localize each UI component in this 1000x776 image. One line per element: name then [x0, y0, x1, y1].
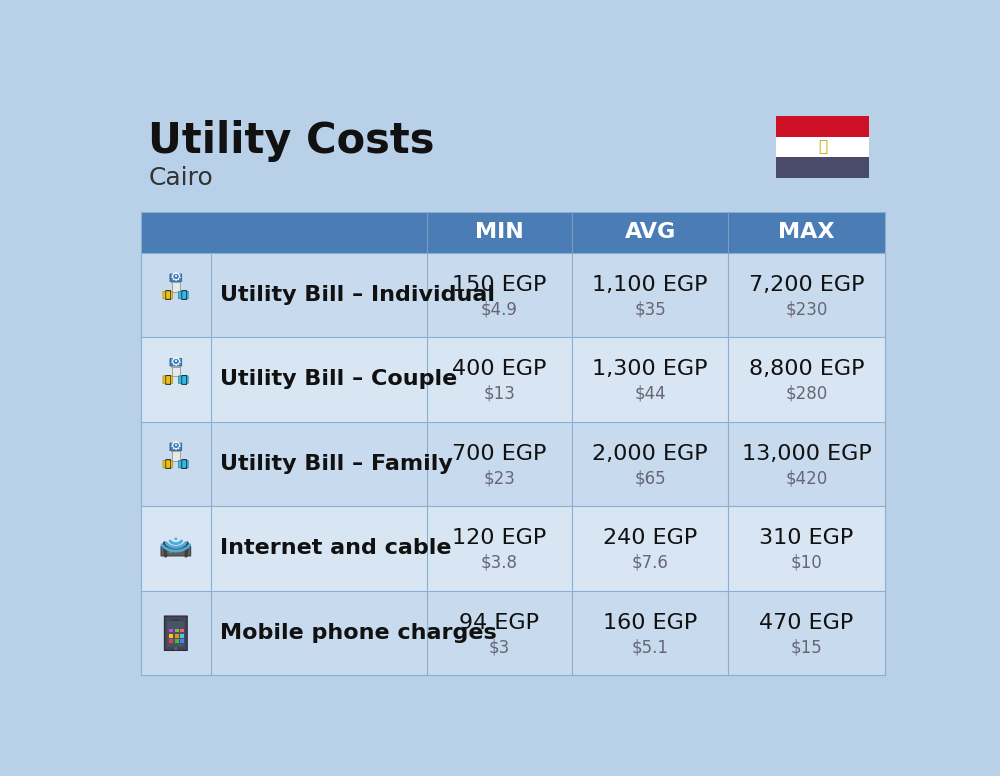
- Circle shape: [174, 538, 177, 540]
- Circle shape: [169, 550, 172, 553]
- Text: Utility Costs: Utility Costs: [148, 120, 435, 162]
- FancyBboxPatch shape: [167, 622, 184, 647]
- FancyBboxPatch shape: [170, 359, 182, 366]
- Text: $230: $230: [785, 300, 828, 318]
- Text: 7,200 EGP: 7,200 EGP: [749, 275, 864, 295]
- Bar: [140, 337, 885, 421]
- FancyBboxPatch shape: [173, 619, 179, 621]
- Text: 2,000 EGP: 2,000 EGP: [592, 444, 708, 464]
- Circle shape: [171, 445, 181, 454]
- Text: 13,000 EGP: 13,000 EGP: [742, 444, 871, 464]
- Text: $7.6: $7.6: [632, 554, 669, 572]
- FancyBboxPatch shape: [170, 443, 182, 451]
- FancyBboxPatch shape: [172, 282, 180, 292]
- Text: MAX: MAX: [778, 223, 835, 242]
- Circle shape: [171, 275, 181, 285]
- Bar: [140, 421, 885, 506]
- FancyBboxPatch shape: [163, 376, 173, 383]
- Text: $3.8: $3.8: [481, 554, 518, 572]
- Bar: [140, 506, 885, 591]
- Text: $35: $35: [634, 300, 666, 318]
- Bar: [175, 634, 179, 638]
- Bar: [175, 629, 179, 632]
- FancyBboxPatch shape: [165, 616, 187, 650]
- Bar: [169, 639, 173, 643]
- FancyBboxPatch shape: [163, 291, 173, 299]
- Text: 🚿: 🚿: [180, 290, 187, 300]
- FancyBboxPatch shape: [179, 376, 188, 383]
- Text: 🔌: 🔌: [165, 375, 171, 385]
- Text: AVG: AVG: [625, 223, 676, 242]
- Text: 310 EGP: 310 EGP: [759, 528, 854, 549]
- Text: 8,800 EGP: 8,800 EGP: [749, 359, 864, 379]
- Text: Cairo: Cairo: [148, 166, 213, 190]
- Text: $3: $3: [489, 639, 510, 656]
- Text: ⛋: ⛋: [818, 139, 827, 154]
- Circle shape: [171, 360, 181, 369]
- Circle shape: [174, 646, 178, 650]
- Text: 700 EGP: 700 EGP: [452, 444, 547, 464]
- Text: ⚙: ⚙: [170, 271, 182, 284]
- Text: 160 EGP: 160 EGP: [603, 613, 697, 632]
- Text: 240 EGP: 240 EGP: [603, 528, 697, 549]
- Text: 1,300 EGP: 1,300 EGP: [592, 359, 708, 379]
- Bar: [140, 591, 885, 675]
- FancyBboxPatch shape: [163, 460, 173, 468]
- Text: Utility Bill – Family: Utility Bill – Family: [220, 454, 453, 474]
- Bar: [175, 639, 179, 643]
- Text: $5.1: $5.1: [632, 639, 669, 656]
- Text: $44: $44: [634, 385, 666, 403]
- Text: 🚿: 🚿: [180, 375, 187, 385]
- Bar: [180, 639, 184, 643]
- Text: $13: $13: [484, 385, 515, 403]
- Text: 400 EGP: 400 EGP: [452, 359, 547, 379]
- Text: Internet and cable: Internet and cable: [220, 539, 452, 559]
- Bar: [169, 629, 173, 632]
- Bar: [180, 629, 184, 632]
- Text: $420: $420: [785, 469, 828, 487]
- Text: $10: $10: [791, 554, 822, 572]
- Text: $15: $15: [791, 639, 822, 656]
- FancyBboxPatch shape: [179, 291, 188, 299]
- Text: 1,100 EGP: 1,100 EGP: [592, 275, 708, 295]
- Text: ⚙: ⚙: [170, 355, 182, 369]
- FancyBboxPatch shape: [179, 460, 188, 468]
- FancyBboxPatch shape: [161, 546, 191, 556]
- Text: $23: $23: [484, 469, 515, 487]
- Text: 120 EGP: 120 EGP: [452, 528, 547, 549]
- Text: Utility Bill – Couple: Utility Bill – Couple: [220, 369, 458, 390]
- Bar: [140, 213, 885, 252]
- FancyBboxPatch shape: [172, 366, 180, 376]
- FancyBboxPatch shape: [172, 451, 180, 461]
- Bar: [169, 634, 173, 638]
- Text: MIN: MIN: [475, 223, 524, 242]
- Text: 150 EGP: 150 EGP: [452, 275, 547, 295]
- Text: $4.9: $4.9: [481, 300, 518, 318]
- Text: ⚙: ⚙: [170, 440, 182, 453]
- Text: Mobile phone charges: Mobile phone charges: [220, 623, 497, 643]
- Text: 470 EGP: 470 EGP: [759, 613, 854, 632]
- Text: 94 EGP: 94 EGP: [459, 613, 539, 632]
- Text: 🚿: 🚿: [180, 459, 187, 469]
- Text: 🔌: 🔌: [165, 459, 171, 469]
- Text: Utility Bill – Individual: Utility Bill – Individual: [220, 285, 495, 305]
- Bar: [140, 252, 885, 337]
- Bar: [180, 634, 184, 638]
- Bar: [776, 137, 869, 158]
- Text: $280: $280: [785, 385, 828, 403]
- Text: $65: $65: [634, 469, 666, 487]
- Text: 🔌: 🔌: [165, 290, 171, 300]
- Bar: [776, 158, 869, 178]
- Bar: [776, 116, 869, 137]
- FancyBboxPatch shape: [170, 274, 182, 282]
